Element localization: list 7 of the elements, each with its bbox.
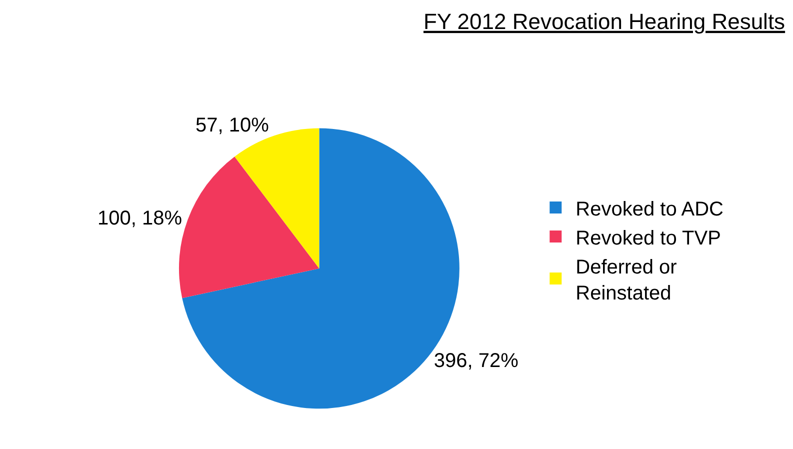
data-label: 396, 72%: [434, 350, 519, 372]
chart-title: FY 2012 Revocation Hearing Results: [423, 8, 786, 34]
legend-label: Deferred or Reinstated: [576, 256, 678, 304]
legend-label: Revoked to TVP: [576, 227, 721, 250]
data-label: 100, 18%: [97, 207, 182, 230]
data-label: 57, 10%: [195, 114, 270, 137]
legend-label: Revoked to ADC: [576, 198, 724, 220]
